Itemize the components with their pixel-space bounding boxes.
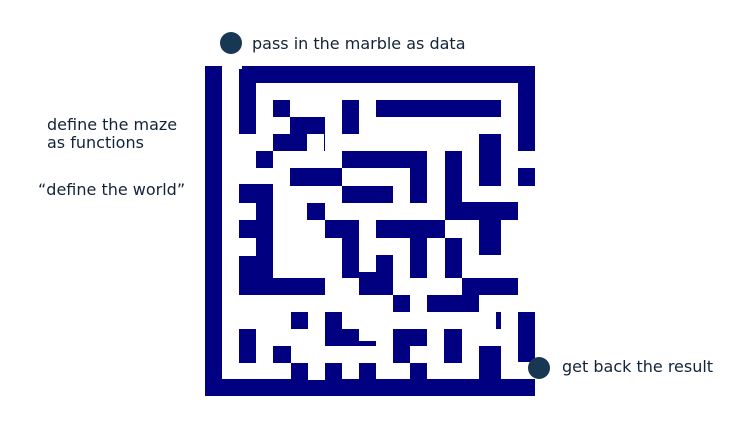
start-label: pass in the marble as data	[252, 34, 466, 53]
end-label: get back the result	[562, 357, 714, 376]
marble-start-dot	[220, 32, 242, 54]
marble-end-dot	[528, 357, 550, 379]
maze-paths	[222, 66, 535, 380]
maze	[205, 66, 535, 396]
maze-definition-line-1: define the maze	[47, 115, 178, 134]
maze-definition-line-2: as functions	[47, 133, 144, 152]
world-quote: “define the world”	[38, 180, 186, 199]
